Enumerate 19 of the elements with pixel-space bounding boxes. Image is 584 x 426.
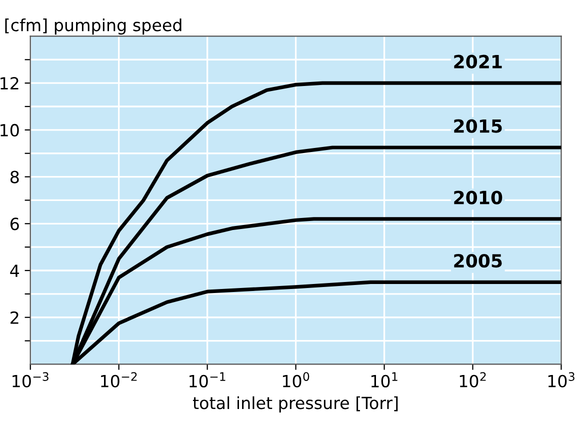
series-label: 2010: [454, 190, 502, 204]
y-tick-label: 8: [10, 170, 19, 184]
x-tick-label: 10$^{0}$: [282, 372, 310, 388]
y-tick-label: 12: [0, 77, 18, 90]
x-tick-label: 10$^{−3}$: [12, 372, 48, 388]
y-tick-label: 10: [0, 124, 19, 136]
y-axis-title: [cfm] pumping speed: [5, 18, 182, 35]
series-label: 2005: [454, 254, 502, 268]
x-axis-title: total inlet pressure [Torr]: [192, 396, 398, 412]
x-tick-label: 10$^{1}$: [371, 372, 398, 388]
series-label: 2015: [454, 119, 502, 133]
y-tick-label: 2: [10, 311, 18, 324]
x-tick-label: 10$^{3}$: [548, 372, 574, 388]
x-tick-label: 10$^{−1}$: [190, 372, 226, 388]
y-tick-label: 6: [10, 218, 19, 230]
x-tick-label: 10$^{−2}$: [101, 372, 137, 388]
series-label: 2021: [454, 54, 502, 68]
y-tick-label: 4: [10, 264, 20, 277]
x-tick-label: 10$^{2}$: [460, 372, 486, 388]
